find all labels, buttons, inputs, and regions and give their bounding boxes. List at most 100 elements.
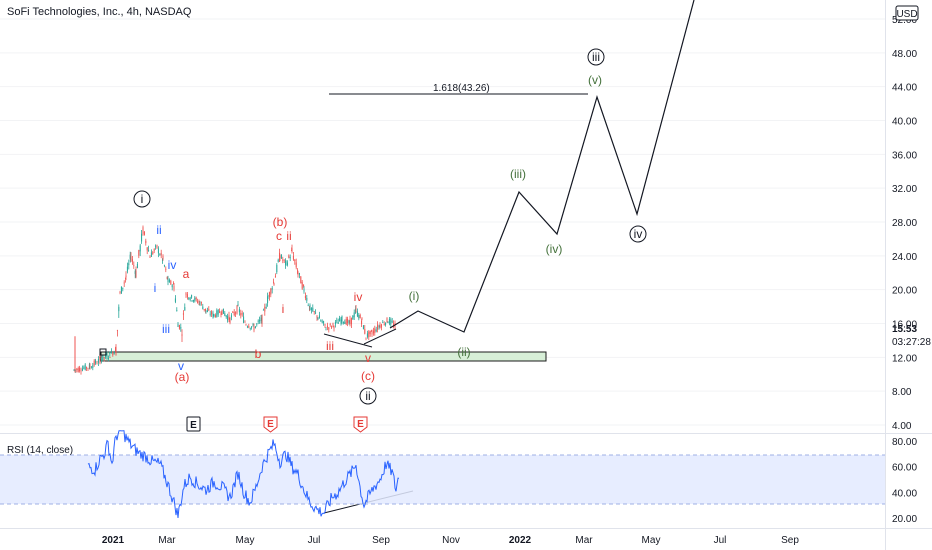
candle-body — [259, 319, 261, 322]
candle-body — [291, 248, 293, 252]
candle-body — [288, 255, 290, 258]
candle-body — [189, 298, 191, 300]
candle-body — [273, 281, 275, 283]
candle-body — [233, 312, 235, 316]
candle-body — [253, 326, 255, 331]
candle-body — [178, 325, 180, 329]
candle-body — [212, 312, 214, 317]
candle-body — [228, 314, 230, 320]
label-proj-ii: (ii) — [457, 345, 470, 359]
candle-body — [177, 323, 179, 328]
label-wave-a: a — [183, 267, 190, 281]
rsi-tick-label: 20.00 — [892, 514, 917, 525]
price-tick-label: 20.00 — [892, 286, 917, 297]
candle-body — [310, 308, 312, 310]
candle-body — [237, 304, 239, 306]
price-tick-label: 24.00 — [892, 252, 917, 263]
label-wave1-i: i — [154, 281, 157, 295]
currency-badge[interactable]: USD — [895, 5, 919, 21]
candle-body — [160, 252, 162, 256]
candle-body — [195, 297, 197, 300]
candle-body — [134, 271, 136, 274]
candle-body — [337, 322, 339, 324]
candle-body — [262, 309, 264, 311]
candle-body — [252, 324, 254, 326]
symbol-title: SoFi Technologies, Inc., 4h, NASDAQ — [7, 6, 192, 18]
price-tick-label: 4.00 — [892, 421, 912, 432]
candle-body — [315, 312, 317, 314]
time-tick-label: May — [236, 535, 255, 546]
candle-body — [99, 359, 101, 364]
candle-body — [303, 284, 305, 287]
earnings-marker-1[interactable]: E — [186, 416, 201, 432]
label-proj-iv: (iv) — [546, 242, 563, 256]
earnings-marker-3[interactable]: E — [353, 416, 368, 433]
candle-body — [350, 317, 352, 325]
price-axis[interactable]: 52.0048.0044.0040.0036.0032.0028.0024.00… — [892, 15, 917, 432]
price-tick-label: 40.00 — [892, 117, 917, 128]
label-wave-c-ii: ii — [286, 229, 291, 243]
label-wave1-ii: ii — [156, 223, 161, 237]
candle-body — [375, 329, 377, 332]
price-tick-label: 32.00 — [892, 184, 917, 195]
candle-body — [230, 315, 232, 318]
label-wave-c: c — [276, 229, 282, 243]
earnings-marker-2[interactable]: E — [263, 416, 278, 433]
label-paren-b: (b) — [273, 215, 288, 229]
candle-body — [388, 318, 390, 324]
circled-label-2-ring — [359, 387, 377, 405]
candle-body — [149, 256, 151, 258]
candle-body — [260, 317, 262, 322]
trendline-lower-2[interactable] — [363, 328, 397, 345]
candle-body — [301, 282, 303, 289]
start-marker — [99, 348, 107, 356]
time-tick-label: Jul — [308, 535, 321, 546]
candle-body — [135, 270, 137, 278]
candle-body — [113, 351, 115, 354]
trendline-lower[interactable] — [323, 333, 373, 348]
candle-body — [268, 292, 270, 298]
candle-body — [355, 308, 357, 310]
candle-body — [282, 259, 284, 261]
projected-wave-path[interactable] — [389, 0, 695, 333]
label-wave-c-i: i — [282, 302, 285, 316]
candle-body — [213, 314, 215, 317]
candle-body — [103, 357, 105, 359]
candle-body — [214, 315, 216, 318]
candle-body — [235, 312, 237, 314]
candle-body — [199, 302, 201, 306]
candle-body — [273, 283, 275, 285]
price-tick-label: 44.00 — [892, 83, 917, 94]
candle-body — [220, 313, 222, 315]
candle-body — [318, 315, 320, 319]
candle-body — [156, 244, 158, 249]
candle-body — [221, 309, 223, 315]
support-zone[interactable] — [100, 351, 547, 362]
candle-body — [191, 294, 193, 298]
candle-body — [142, 227, 144, 234]
candle-body — [277, 259, 279, 262]
candle-body — [385, 322, 387, 325]
candle-body — [312, 307, 314, 312]
candle-body — [344, 321, 346, 324]
candle-body — [155, 245, 157, 247]
candle-body — [251, 326, 253, 328]
time-axis[interactable]: 2021 Mar May Jul Sep Nov 2022 Mar May Jul Sep — [102, 535, 799, 546]
label-wave-b: b — [255, 347, 262, 361]
candle-body — [200, 302, 202, 304]
circled-label-1-ring — [133, 190, 151, 208]
candle-body — [122, 287, 124, 289]
candle-body — [368, 331, 370, 338]
candle-body — [180, 327, 182, 329]
time-tick-label: Mar — [575, 535, 593, 546]
candle-body — [216, 310, 218, 317]
candle-body — [383, 324, 385, 325]
candle-body — [254, 326, 256, 329]
candle-body — [125, 275, 127, 277]
candle-body — [295, 262, 297, 268]
candle-body — [206, 310, 208, 313]
rsi-axis[interactable]: 80.00 60.00 40.00 20.00 — [892, 437, 917, 525]
candle-body — [139, 245, 141, 252]
wave-labels: i ii iii iv (a) (b) (c) (i) (ii) (iii) (… — [133, 48, 647, 405]
